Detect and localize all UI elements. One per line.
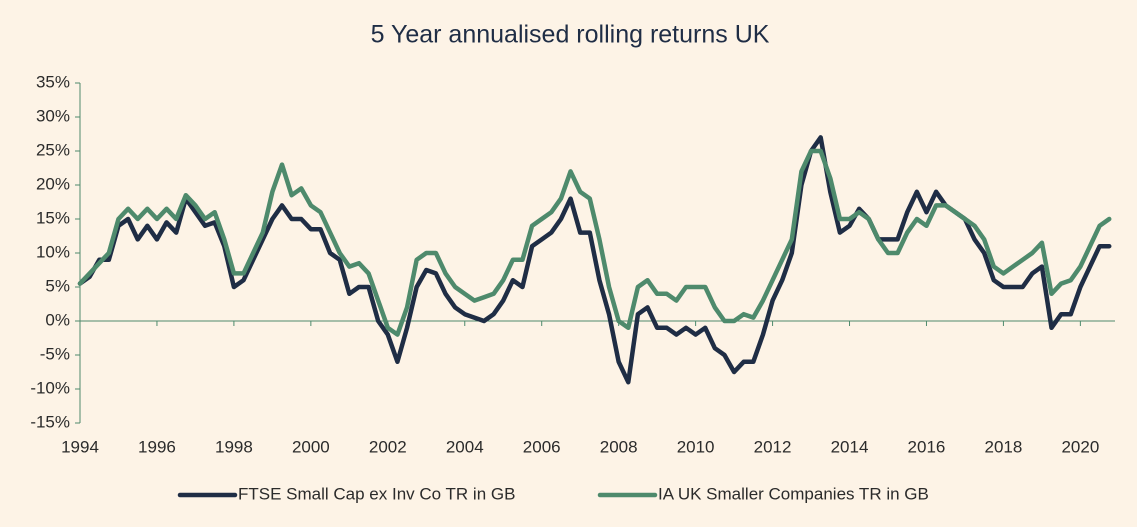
y-tick-label: 10%: [36, 242, 70, 261]
y-tick-label: -10%: [30, 378, 70, 397]
x-tick-label: 2016: [908, 437, 946, 456]
chart-title: 5 Year annualised rolling returns UK: [371, 21, 770, 49]
x-tick-label: 2018: [985, 437, 1023, 456]
x-tick-label: 2020: [1061, 437, 1099, 456]
y-tick-label: 0%: [45, 310, 70, 329]
series-line: [77, 135, 1112, 385]
x-tick-label: 2014: [831, 437, 869, 456]
y-tick-label: -5%: [40, 344, 70, 363]
x-tick-label: 1996: [138, 437, 176, 456]
x-tick-label: 2002: [369, 437, 407, 456]
series-line: [77, 148, 1112, 337]
x-tick-label: 2004: [446, 437, 484, 456]
legend-label: FTSE Small Cap ex Inv Co TR in GB: [238, 484, 515, 503]
x-tick-label: 1998: [215, 437, 253, 456]
x-tick-label: 2012: [754, 437, 792, 456]
y-tick-label: -15%: [30, 412, 70, 431]
y-tick-label: 15%: [36, 208, 70, 227]
y-tick-label: 30%: [36, 106, 70, 125]
y-tick-label: 35%: [36, 72, 70, 91]
legend-label: IA UK Smaller Companies TR in GB: [658, 484, 929, 503]
x-tick-label: 2008: [600, 437, 638, 456]
x-tick-label: 1994: [61, 437, 99, 456]
y-tick-label: 5%: [45, 276, 70, 295]
x-tick-label: 2000: [292, 437, 330, 456]
x-tick-label: 2006: [523, 437, 561, 456]
y-tick-label: 25%: [36, 140, 70, 159]
x-tick-label: 2010: [677, 437, 715, 456]
y-tick-label: 20%: [36, 174, 70, 193]
